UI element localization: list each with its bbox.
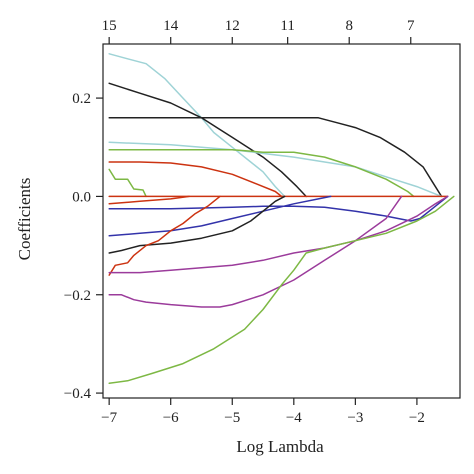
coefficient-path-7 — [108, 168, 147, 198]
x-tick-label: −4 — [286, 410, 302, 426]
top-tick-label: 8 — [345, 18, 353, 34]
coefficient-path-5 — [108, 148, 415, 198]
x-tick-label: −2 — [409, 410, 425, 426]
coefficient-path-9 — [108, 195, 190, 205]
x-tick-label: −5 — [224, 410, 240, 426]
x-tick-label: −6 — [163, 410, 179, 426]
x-tick-label: −7 — [101, 410, 117, 426]
coefficient-path-4 — [108, 141, 443, 198]
coefficient-path-10 — [108, 195, 449, 222]
series-layer — [108, 53, 455, 385]
top-tick-label: 12 — [225, 18, 240, 34]
coefficient-path-12 — [108, 195, 286, 254]
top-tick-label: 15 — [102, 18, 117, 34]
coefficient-path-1 — [108, 53, 286, 198]
y-axis-title: Coefficients — [15, 178, 34, 261]
coefficient-path-2 — [108, 82, 307, 198]
coefficient-path-15 — [108, 195, 403, 308]
x-tick-label: −3 — [347, 410, 363, 426]
coefficient-path-11 — [108, 195, 332, 237]
y-tick-label: −0.4 — [64, 386, 92, 402]
coefficient-path-3 — [108, 117, 443, 198]
x-axis-title: Log Lambda — [236, 437, 324, 456]
coefficient-path-14 — [108, 195, 449, 274]
top-tick-label: 11 — [280, 18, 294, 34]
top-tick-label: 7 — [407, 18, 415, 34]
top-tick-label: 14 — [163, 18, 179, 34]
coefficient-path-13 — [108, 195, 221, 276]
coefficient-path-16 — [108, 195, 455, 385]
y-tick-label: −0.2 — [64, 288, 91, 304]
axis-layer: −7 −6 −5 −4 −3 −2 0.2 0.0 −0.2 −0.4 15 14 12 11 8 7 — [64, 18, 425, 426]
coefficient-path-6 — [108, 161, 283, 198]
y-tick-label: 0.0 — [72, 189, 91, 205]
plot-frame — [102, 43, 461, 399]
y-tick-label: 0.2 — [72, 91, 91, 107]
